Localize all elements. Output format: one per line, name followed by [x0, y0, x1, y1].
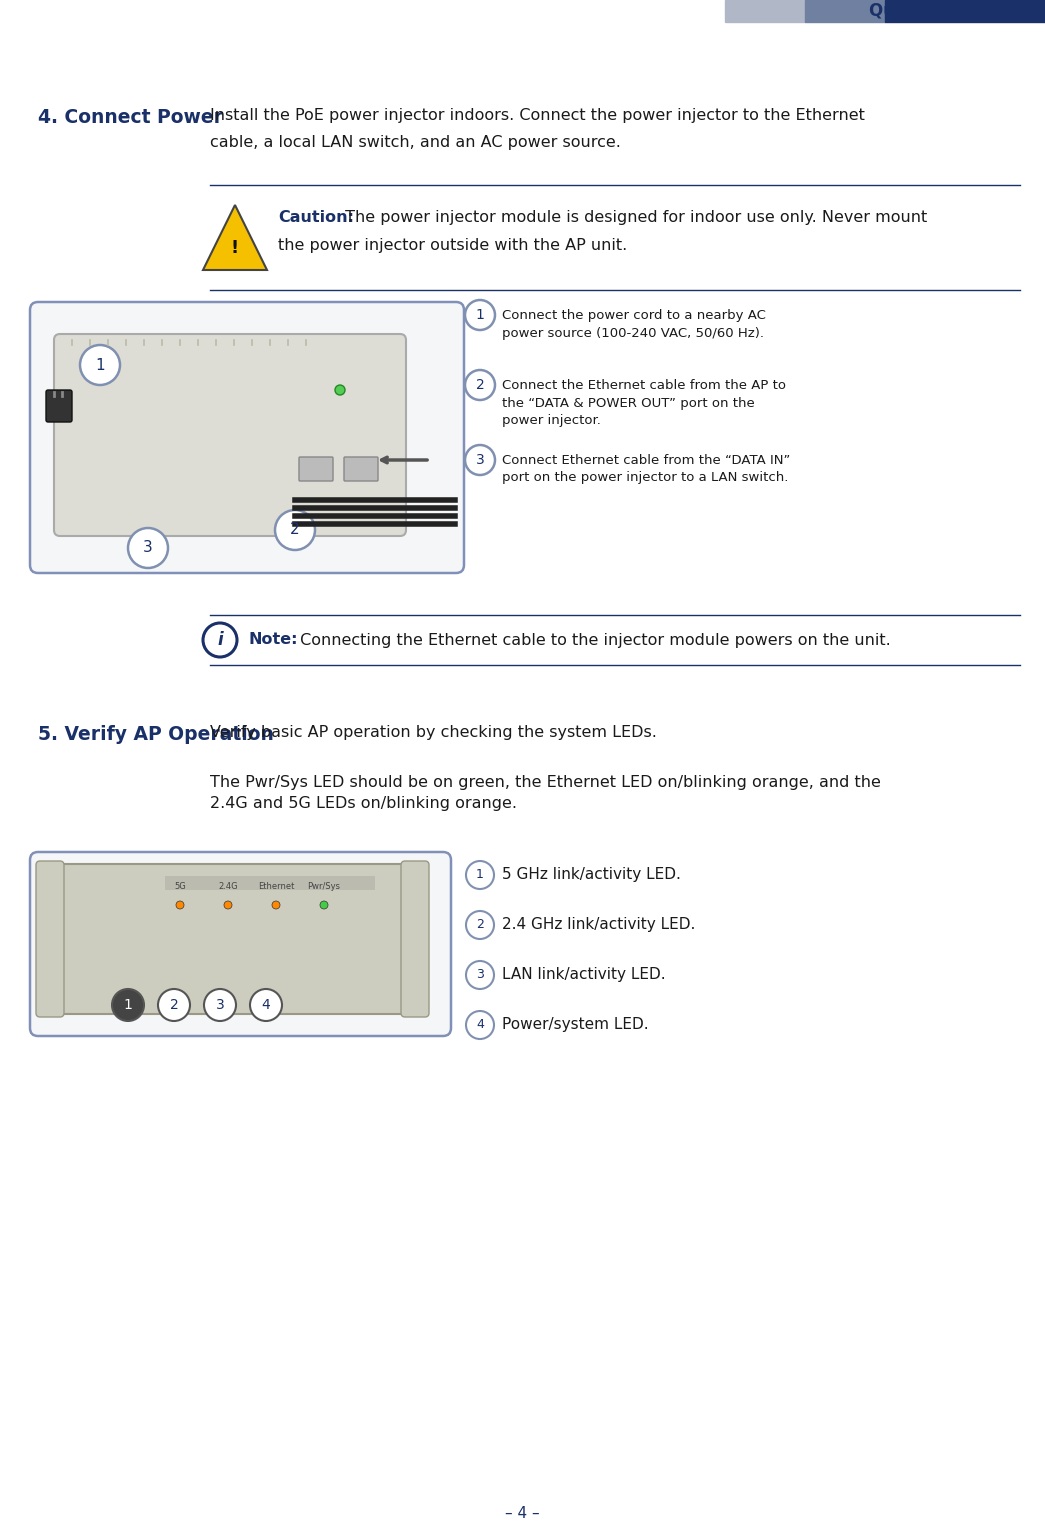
Circle shape	[158, 989, 190, 1022]
Text: Connecting the Ethernet cable to the injector module powers on the unit.: Connecting the Ethernet cable to the inj…	[295, 632, 890, 647]
Text: 4: 4	[261, 999, 271, 1012]
Text: – 4 –: – 4 –	[505, 1505, 539, 1520]
Polygon shape	[203, 206, 268, 270]
Text: Note:: Note:	[248, 632, 298, 647]
Text: 5 GHz link/activity LED.: 5 GHz link/activity LED.	[502, 868, 681, 882]
Circle shape	[127, 528, 168, 568]
Text: 1: 1	[123, 999, 133, 1012]
Circle shape	[466, 911, 494, 939]
Text: 4. Connect Power: 4. Connect Power	[38, 107, 223, 127]
Text: 2: 2	[477, 919, 484, 931]
Circle shape	[335, 385, 345, 394]
FancyBboxPatch shape	[30, 851, 451, 1035]
Circle shape	[250, 989, 282, 1022]
Circle shape	[466, 1011, 494, 1039]
Bar	[885, 0, 1045, 21]
Text: 2.4G: 2.4G	[218, 882, 238, 891]
Text: Verify basic AP operation by checking the system LEDs.: Verify basic AP operation by checking th…	[210, 726, 657, 739]
Circle shape	[203, 623, 237, 657]
Text: 2: 2	[475, 377, 485, 393]
Text: i: i	[217, 630, 223, 649]
FancyBboxPatch shape	[49, 864, 421, 1014]
FancyBboxPatch shape	[299, 457, 333, 482]
FancyBboxPatch shape	[401, 861, 429, 1017]
Text: Connect Ethernet cable from the “DATA IN”
port on the power injector to a LAN sw: Connect Ethernet cable from the “DATA IN…	[502, 454, 790, 485]
Text: 5G: 5G	[175, 882, 186, 891]
Circle shape	[466, 861, 494, 890]
Text: The power injector module is designed for indoor use only. Never mount: The power injector module is designed fo…	[340, 210, 927, 225]
Circle shape	[275, 509, 315, 551]
Text: Pwr/Sys: Pwr/Sys	[307, 882, 341, 891]
Text: 3: 3	[143, 540, 153, 555]
Text: 1: 1	[475, 308, 485, 322]
Text: Caution:: Caution:	[278, 210, 354, 225]
FancyBboxPatch shape	[46, 390, 72, 422]
Text: LAN link/activity LED.: LAN link/activity LED.	[502, 968, 666, 982]
FancyBboxPatch shape	[344, 457, 378, 482]
Circle shape	[465, 370, 495, 400]
Text: cable, a local LAN switch, and an AC power source.: cable, a local LAN switch, and an AC pow…	[210, 135, 621, 150]
Text: 2: 2	[291, 523, 300, 537]
Text: 2.4 GHz link/activity LED.: 2.4 GHz link/activity LED.	[502, 917, 695, 933]
Text: 2: 2	[169, 999, 179, 1012]
Text: Connect the power cord to a nearby AC
power source (100-240 VAC, 50/60 Hz).: Connect the power cord to a nearby AC po…	[502, 308, 766, 339]
Circle shape	[204, 989, 236, 1022]
Circle shape	[272, 900, 280, 910]
Text: !: !	[231, 239, 239, 258]
Text: 1: 1	[95, 357, 104, 373]
Text: Connect the Ethernet cable from the AP to
the “DATA & POWER OUT” port on the
pow: Connect the Ethernet cable from the AP t…	[502, 379, 786, 426]
Text: 5. Verify AP Operation: 5. Verify AP Operation	[38, 726, 274, 744]
Text: The Pwr/Sys LED should be on green, the Ethernet LED on/blinking orange, and the: The Pwr/Sys LED should be on green, the …	[210, 775, 881, 811]
Bar	[805, 0, 885, 21]
Text: 3: 3	[475, 453, 485, 466]
Text: Quick Start Guide: Quick Start Guide	[869, 2, 1035, 20]
Text: Power/system LED.: Power/system LED.	[502, 1017, 649, 1032]
Circle shape	[465, 301, 495, 330]
Text: the power injector outside with the AP unit.: the power injector outside with the AP u…	[278, 238, 627, 253]
Circle shape	[112, 989, 144, 1022]
Circle shape	[466, 960, 494, 989]
FancyBboxPatch shape	[165, 876, 375, 890]
Text: 1: 1	[477, 868, 484, 882]
Text: Install the PoE power injector indoors. Connect the power injector to the Ethern: Install the PoE power injector indoors. …	[210, 107, 865, 123]
Text: Ethernet: Ethernet	[258, 882, 295, 891]
Text: 3: 3	[477, 968, 484, 982]
Circle shape	[320, 900, 328, 910]
FancyBboxPatch shape	[30, 302, 464, 574]
Circle shape	[80, 345, 120, 385]
Circle shape	[224, 900, 232, 910]
Text: 3: 3	[215, 999, 225, 1012]
Circle shape	[465, 445, 495, 476]
FancyBboxPatch shape	[54, 334, 407, 535]
Text: 4: 4	[477, 1019, 484, 1031]
Bar	[725, 0, 805, 21]
Circle shape	[176, 900, 184, 910]
FancyBboxPatch shape	[36, 861, 64, 1017]
